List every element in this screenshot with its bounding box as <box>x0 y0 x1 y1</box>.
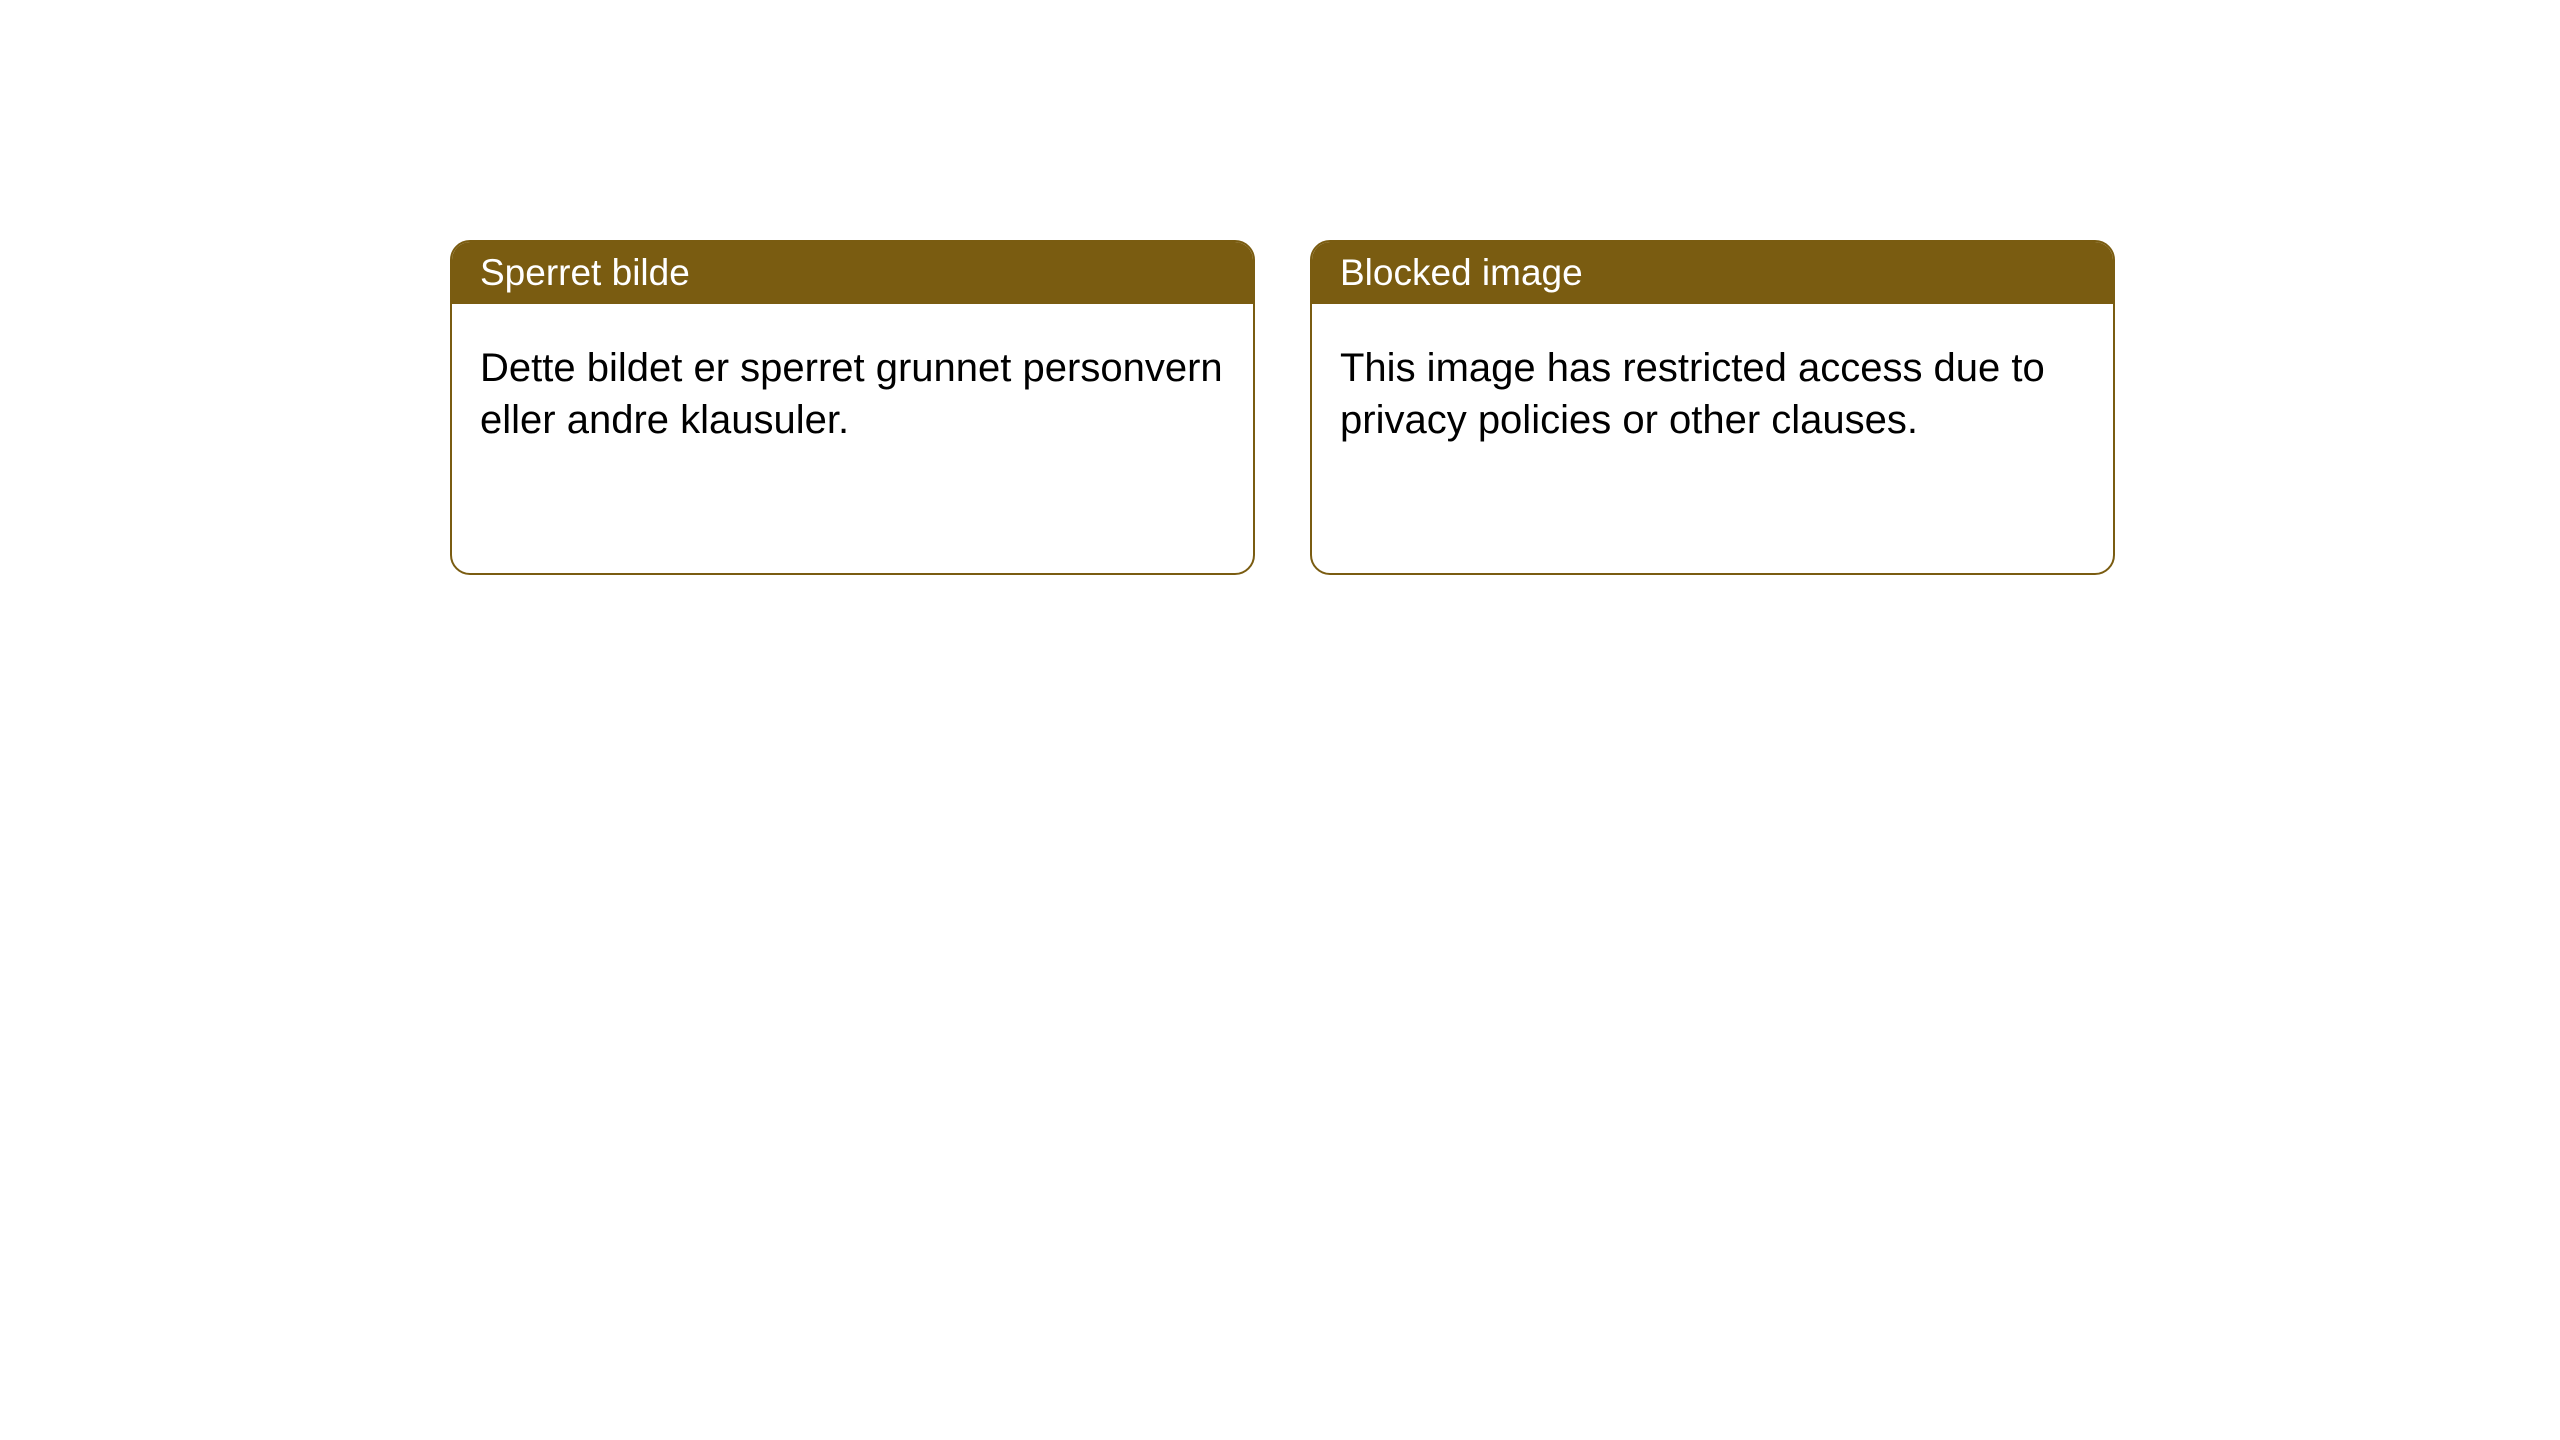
card-body-text: This image has restricted access due to … <box>1312 304 2113 484</box>
blocked-image-card-english: Blocked image This image has restricted … <box>1310 240 2115 575</box>
cards-container: Sperret bilde Dette bildet er sperret gr… <box>0 0 2560 575</box>
card-header-title: Sperret bilde <box>452 242 1253 304</box>
blocked-image-card-norwegian: Sperret bilde Dette bildet er sperret gr… <box>450 240 1255 575</box>
card-body-text: Dette bildet er sperret grunnet personve… <box>452 304 1253 484</box>
card-header-title: Blocked image <box>1312 242 2113 304</box>
